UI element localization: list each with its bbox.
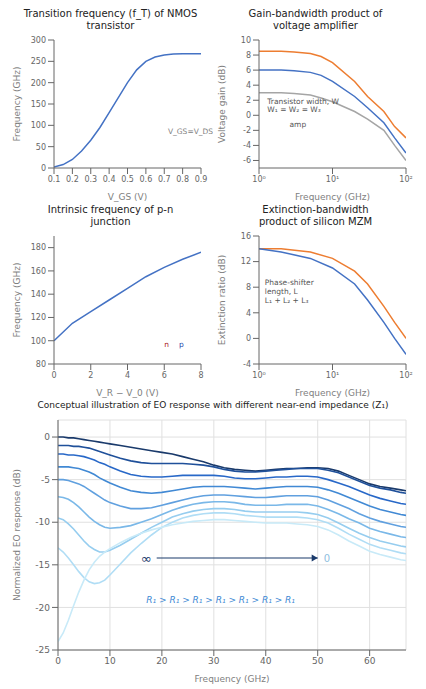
html-text:Intrinsic frequency of p-n jun: Intrinsic frequency of p-n junction [47,204,174,227]
svg-text:140: 140 [31,290,46,299]
svg-text:-5: -5 [41,475,50,485]
svg-text:30: 30 [208,656,220,666]
svg-text:100: 100 [31,337,46,346]
svg-text:2: 2 [88,371,93,380]
svg-text:0: 0 [324,553,330,564]
svg-text:180: 180 [31,243,46,252]
svg-text:n: n [164,340,169,349]
svg-text:-4: -4 [243,360,251,369]
svg-text:-15: -15 [35,560,50,570]
svg-text:2: 2 [246,96,251,105]
svg-text:10: 10 [241,36,251,45]
svg-text:0.9: 0.9 [195,175,208,184]
svg-text:-10: -10 [35,517,50,527]
svg-text:10²: 10² [399,371,412,380]
svg-text:V_GS=V_DS: V_GS=V_DS [168,127,213,136]
svg-text:300: 300 [31,36,46,45]
svg-text:4: 4 [246,81,251,90]
svg-text:0: 0 [55,656,61,666]
svg-text:Voltage gain (dB): Voltage gain (dB) [217,65,227,143]
svg-text:Frequency (GHz): Frequency (GHz) [12,67,22,142]
svg-text:V_R − V_0 (V): V_R − V_0 (V) [96,388,159,398]
svg-text:50: 50 [36,143,46,152]
svg-text:10: 10 [104,656,116,666]
svg-text:80: 80 [36,360,46,369]
svg-text:10⁰: 10⁰ [252,175,265,184]
svg-text:-6: -6 [243,156,251,165]
svg-text:R₁ > R₁ > R₁ > R₁ > R₁ > R₁ >: R₁ > R₁ > R₁ > R₁ > R₁ > R₁ > R₁ [146,595,295,605]
svg-text:10²: 10² [399,175,412,184]
svg-text:10¹: 10¹ [326,175,339,184]
svg-text:4: 4 [125,371,130,380]
svg-text:100: 100 [31,121,46,130]
svg-text:Frequency (GHz): Frequency (GHz) [295,388,370,398]
svg-text:-25: -25 [35,645,50,655]
svg-text:0: 0 [246,111,251,120]
svg-text:0: 0 [246,334,251,343]
html-text:Conceptual illustration of EO: Conceptual illustration of EO response w… [37,400,389,410]
html-text:Gain-bandwidth product of volt: Gain-bandwidth product of voltage amplif… [248,8,383,31]
svg-text:0: 0 [51,371,56,380]
svg-text:Phase-shifterlength, L: Phase-shifterlength, L [265,278,315,296]
svg-text:amp: amp [290,120,307,129]
svg-text:40: 40 [260,656,272,666]
svg-text:160: 160 [31,267,46,276]
svg-text:V_GS (V): V_GS (V) [108,192,147,202]
svg-text:Frequency (GHz): Frequency (GHz) [195,674,270,684]
svg-text:∞: ∞ [141,551,152,566]
svg-text:0: 0 [44,432,50,442]
svg-text:8: 8 [246,283,251,292]
svg-text:150: 150 [31,100,46,109]
svg-text:-4: -4 [243,141,251,150]
svg-text:0.3: 0.3 [84,175,97,184]
svg-text:Transistor width, W: Transistor width, W [267,97,339,106]
svg-text:120: 120 [31,313,46,322]
svg-text:10⁰: 10⁰ [252,371,265,380]
svg-text:0.2: 0.2 [66,175,79,184]
svg-text:p: p [179,340,184,349]
html-text:Transition frequency (f_T) of: Transition frequency (f_T) of NMOS trans… [23,8,198,31]
svg-text:250: 250 [31,57,46,66]
svg-text:W₁ = W₂ = W₃: W₁ = W₂ = W₃ [267,105,320,114]
svg-text:-2: -2 [243,126,251,135]
svg-text:0.8: 0.8 [176,175,189,184]
svg-text:0.1: 0.1 [48,175,61,184]
svg-text:16: 16 [241,232,251,241]
svg-text:12: 12 [241,257,251,266]
svg-text:8: 8 [198,371,203,380]
svg-text:Extinction ratio (dB): Extinction ratio (dB) [217,255,227,345]
svg-text:10¹: 10¹ [326,371,339,380]
svg-text:60: 60 [364,656,376,666]
svg-text:4: 4 [246,309,251,318]
svg-text:Frequency (GHz): Frequency (GHz) [295,192,370,202]
svg-text:0.5: 0.5 [121,175,134,184]
svg-text:8: 8 [246,51,251,60]
svg-text:-20: -20 [35,603,50,613]
svg-text:Frequency (GHz): Frequency (GHz) [12,263,22,338]
svg-text:200: 200 [31,79,46,88]
svg-text:50: 50 [312,656,324,666]
svg-text:L₁ + L₂ + L₃: L₁ + L₂ + L₃ [265,296,309,305]
svg-text:0.6: 0.6 [140,175,153,184]
svg-text:0.4: 0.4 [103,175,116,184]
svg-text:0: 0 [41,164,46,173]
svg-text:Normalized EO response (dB): Normalized EO response (dB) [12,469,22,601]
svg-text:6: 6 [246,66,251,75]
svg-text:6: 6 [162,371,167,380]
svg-text:0.7: 0.7 [158,175,171,184]
html-text:Extinction-bandwidth product o: Extinction-bandwidth product of silicon … [258,204,373,227]
svg-text:20: 20 [156,656,168,666]
